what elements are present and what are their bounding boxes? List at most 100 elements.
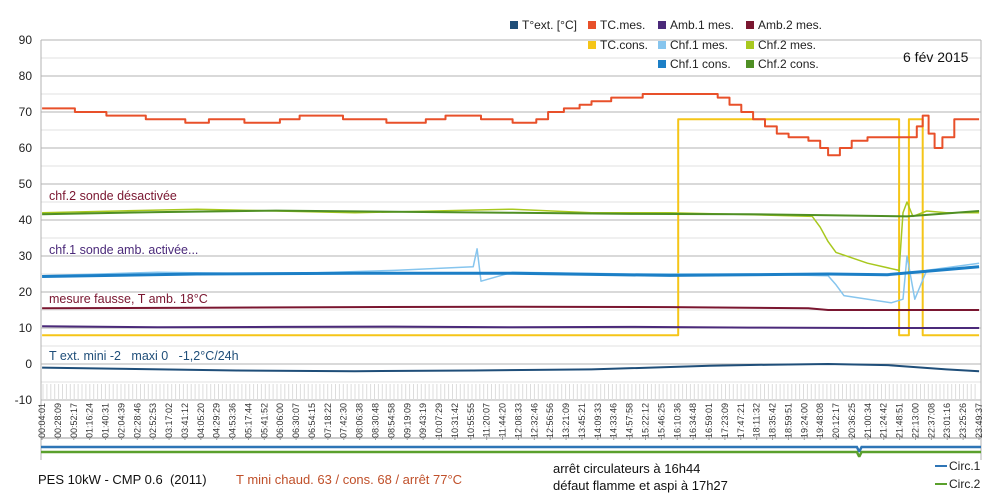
legend-label: TC.mes. (600, 18, 646, 32)
y-tick-label: -10 (15, 393, 33, 407)
x-tick-label: 15:22:12 (640, 403, 650, 438)
y-tick-label: 20 (19, 285, 33, 299)
x-tick-label: 19:48:08 (815, 403, 825, 438)
x-tick-label: 12:56:56 (545, 403, 555, 438)
footer-note-2: défaut flamme et aspi à 17h27 (553, 478, 728, 493)
x-tick-label: 18:59:51 (783, 403, 793, 438)
legend-swatch-icon (658, 60, 666, 68)
x-tick-label: 02:04:39 (116, 403, 126, 438)
x-tick-label: 21:48:51 (895, 403, 905, 438)
legend-swatch-icon (588, 21, 596, 29)
annotation-chf1: chf.1 sonde amb. activée... (49, 243, 199, 257)
x-tick-label: 08:06:38 (355, 403, 365, 438)
x-tick-label: 04:53:36 (228, 403, 238, 438)
annotation-chf2: chf.2 sonde désactivée (49, 189, 177, 203)
legend-swatch-icon (658, 41, 666, 49)
x-tick-label: 17:23:09 (720, 403, 730, 438)
x-tick-label: 02:52:53 (148, 403, 158, 438)
grid-lines (40, 39, 982, 460)
annotation-text: T ext. mini -2 maxi 0 -1,2°C/24h (49, 349, 239, 363)
legend-item-circ1: Circ.1 (935, 459, 980, 473)
x-tick-label: 00:28:09 (53, 403, 63, 438)
legend-label: Chf.2 cons. (758, 57, 819, 71)
x-tick-label: 01:40:31 (101, 403, 111, 438)
legend-item-tccons: TC.cons. (588, 38, 648, 52)
legend-swatch-icon (746, 41, 754, 49)
x-tick-label: 23:01:16 (942, 403, 952, 438)
x-tick-label: 16:34:48 (688, 403, 698, 438)
x-tick-label: 03:41:12 (180, 403, 190, 438)
x-tick-label: 07:42:30 (339, 403, 349, 438)
legend-swatch-icon (746, 60, 754, 68)
x-tick-label: 14:57:58 (625, 403, 635, 438)
circ-line-1 (41, 445, 981, 453)
x-tick-label: 09:43:19 (418, 403, 428, 438)
x-tick-label: 05:17:44 (243, 403, 253, 438)
legend-item-chf1cons: Chf.1 cons. (658, 57, 731, 71)
x-tick-label: 00:52:17 (69, 403, 79, 438)
x-tick-label: 06:30:07 (291, 403, 301, 438)
series-line-chf-1-cons (42, 265, 980, 278)
x-tick-label: 11:44:20 (498, 403, 508, 437)
circulator-series-group (41, 445, 981, 458)
footer-settings: T mini chaud. 63 / cons. 68 / arrêt 77°C (236, 472, 463, 487)
x-tick-label: 14:09:33 (593, 403, 603, 438)
legend-swatch-icon (510, 21, 518, 29)
legend-item-chf2mes: Chf.2 mes. (746, 38, 816, 52)
legend-label: Chf.2 mes. (758, 38, 817, 52)
x-tick-label: 16:59:01 (704, 403, 714, 438)
x-tick-label: 23:25:26 (958, 403, 968, 438)
x-tick-label: 08:54:58 (386, 403, 396, 438)
x-tick-label: 09:19:09 (402, 403, 412, 438)
x-tick-label: 14:33:46 (609, 403, 619, 438)
x-tick-label: 08:30:48 (371, 403, 381, 438)
legend-item-text: T°ext. [°C] (510, 18, 577, 32)
legend-swatch-icon (746, 21, 754, 29)
legend-swatch-icon (588, 41, 596, 49)
y-tick-label: 50 (19, 177, 33, 191)
x-tick-label: 07:18:22 (323, 403, 333, 438)
y-tick-label: 0 (25, 357, 32, 371)
y-tick-label: 60 (19, 141, 33, 155)
footer-note-1: arrêt circulateurs à 16h44 (553, 461, 701, 476)
x-tick-label: 22:13:00 (910, 403, 920, 438)
legend-item-circ2: Circ.2 (935, 477, 980, 491)
series-group (42, 93, 980, 373)
x-tick-label: 04:29:29 (212, 403, 222, 438)
x-tick-label: 01:16:24 (85, 403, 95, 438)
x-tick-label: 02:28:46 (132, 403, 142, 438)
x-tick-label: 12:08:33 (513, 403, 523, 438)
legend-item-amb1: Amb.1 mes. (658, 18, 734, 32)
legend-label: Circ.1 (949, 459, 981, 473)
series-line-chf-2-cons (42, 209, 980, 218)
series-line-tc-cons (42, 118, 980, 337)
x-tick-label: 20:36:25 (847, 403, 857, 438)
y-tick-label: 80 (19, 69, 33, 83)
legend-label: Chf.1 mes. (670, 38, 729, 52)
x-tick-label: 05:41:52 (259, 403, 269, 438)
x-tick-label: 17:47:21 (736, 403, 746, 438)
series-line-tc-mes (42, 93, 980, 157)
x-tick-label: 10:07:29 (434, 403, 444, 438)
legend-item-amb2: Amb.2 mes. (746, 18, 822, 32)
x-tick-label: 10:31:42 (450, 403, 460, 438)
x-tick-label: 19:24:00 (799, 403, 809, 438)
x-axis-ticks: 00:04:01 00:28:09 00:52:17 01:16:24 01:40:31… (37, 403, 984, 440)
legend-swatch-icon (658, 21, 666, 29)
x-tick-label: 15:46:25 (656, 403, 666, 438)
legend-label: Amb.2 mes. (758, 18, 823, 32)
x-tick-label: 20:12:17 (831, 403, 841, 438)
x-tick-label: 18:35:42 (768, 403, 778, 438)
x-tick-label: 03:17:02 (164, 403, 174, 438)
x-tick-label: 18:11:32 (752, 403, 762, 437)
x-tick-label: 13:45:21 (577, 403, 587, 438)
circ-line-2 (41, 450, 981, 458)
annotation-amb: mesure fausse, T amb. 18°C (49, 292, 208, 306)
x-tick-label: 13:21:09 (561, 403, 571, 438)
legend-label: Circ.2 (949, 477, 981, 491)
x-tick-label: 00:04:01 (37, 403, 47, 438)
y-axis-ticks: 90 80 70 60 50 40 30 20 10 0 -10 (15, 33, 33, 407)
x-tick-label: 04:05:20 (196, 403, 206, 438)
legend-label: TC.cons. (600, 38, 649, 52)
y-tick-label: 30 (19, 249, 33, 263)
